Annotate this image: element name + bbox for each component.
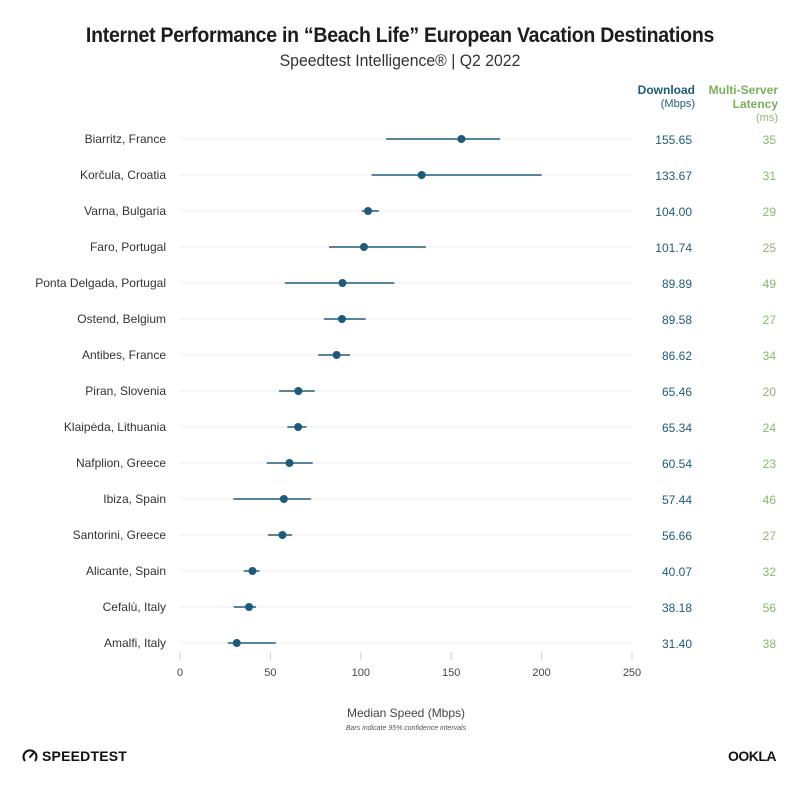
latency-value: 32 [763, 565, 777, 579]
download-header-label: Download [637, 83, 695, 97]
download-value: 56.66 [662, 529, 692, 543]
median-point [248, 567, 257, 575]
download-value: 31.40 [662, 637, 692, 651]
download-value: 38.18 [662, 601, 692, 615]
latency-value: 38 [763, 637, 777, 651]
latency-value: 29 [763, 205, 777, 219]
row-label: Korčula, Croatia [80, 168, 166, 182]
row-label: Faro, Portugal [90, 240, 166, 254]
row-label: Varna, Bulgaria [84, 204, 166, 218]
row-label: Antibes, France [82, 348, 166, 362]
download-header-unit: (Mbps) [660, 98, 695, 110]
download-value: 155.65 [655, 133, 692, 147]
x-tick-label: 100 [352, 667, 370, 679]
download-value: 65.34 [662, 421, 692, 435]
latency-value: 31 [763, 169, 777, 183]
latency-value: 35 [763, 133, 777, 147]
median-point [294, 423, 303, 431]
latency-value: 23 [763, 457, 777, 471]
median-point [232, 639, 241, 647]
x-axis-label: Median Speed (Mbps) [346, 706, 466, 720]
median-point [364, 207, 373, 215]
x-tick-label: 50 [264, 667, 276, 679]
x-tick-label: 150 [442, 667, 460, 679]
speedtest-logo-text: SPEEDTEST [42, 748, 128, 764]
chart-title: Internet Performance in “Beach Life” Eur… [85, 24, 715, 47]
row-label: Piran, Slovenia [85, 384, 166, 398]
speedtest-logo: SPEEDTEST [22, 748, 127, 764]
latency-value: 27 [763, 313, 777, 327]
median-point [278, 531, 287, 539]
latency-header-label-1: Multi-Server [708, 83, 778, 97]
median-point [359, 243, 368, 251]
median-point [294, 387, 303, 395]
latency-column-header: Multi-Server Latency (ms) [709, 83, 778, 125]
row-label: Amalfi, Italy [104, 636, 166, 650]
latency-value: 20 [763, 385, 777, 399]
row-label: Biarritz, France [85, 132, 167, 146]
download-value: 133.67 [655, 169, 692, 183]
median-point [279, 495, 288, 503]
x-tick-label: 250 [623, 667, 641, 679]
row-label: Ponta Delgada, Portugal [35, 276, 166, 290]
ookla-logo: OOKLA [727, 748, 777, 764]
row-label: Klaipėda, Lithuania [64, 420, 166, 434]
download-value: 65.46 [662, 385, 692, 399]
latency-value: 46 [763, 493, 777, 507]
download-value: 89.89 [662, 277, 692, 291]
download-value: 101.74 [655, 241, 692, 255]
latency-value: 49 [763, 277, 777, 291]
confidence-interval-note: Bars indicate 95% confidence intervals [345, 725, 467, 732]
latency-header-unit: (ms) [756, 112, 778, 124]
row-label: Nafplion, Greece [76, 456, 166, 470]
latency-value: 56 [763, 601, 777, 615]
download-value: 57.44 [662, 493, 692, 507]
latency-value: 24 [763, 421, 777, 435]
latency-value: 34 [763, 349, 777, 363]
latency-value: 25 [763, 241, 777, 255]
median-point [285, 459, 294, 467]
download-value: 60.54 [662, 457, 692, 471]
download-value: 89.58 [662, 313, 692, 327]
x-tick-label: 200 [532, 667, 550, 679]
speedometer-icon [22, 749, 38, 762]
latency-header-label-2: Latency [732, 97, 778, 111]
row-label: Cefalù, Italy [103, 600, 166, 614]
median-point [332, 351, 341, 359]
median-point [338, 279, 347, 287]
download-column-header: Download (Mbps) [638, 83, 695, 111]
download-value: 104.00 [655, 205, 692, 219]
row-label: Santorini, Greece [73, 528, 167, 542]
median-point [337, 315, 346, 323]
chart-subtitle: Speedtest Intelligence® | Q2 2022 [279, 51, 521, 70]
row-label: Ibiza, Spain [103, 492, 166, 506]
download-value: 86.62 [662, 349, 692, 363]
median-point [245, 603, 254, 611]
x-tick-label: 0 [177, 667, 183, 679]
row-label: Ostend, Belgium [77, 312, 166, 326]
median-point [457, 135, 466, 143]
download-value: 40.07 [662, 565, 692, 579]
latency-value: 27 [763, 529, 777, 543]
row-label: Alicante, Spain [86, 564, 166, 578]
median-point [417, 171, 426, 179]
